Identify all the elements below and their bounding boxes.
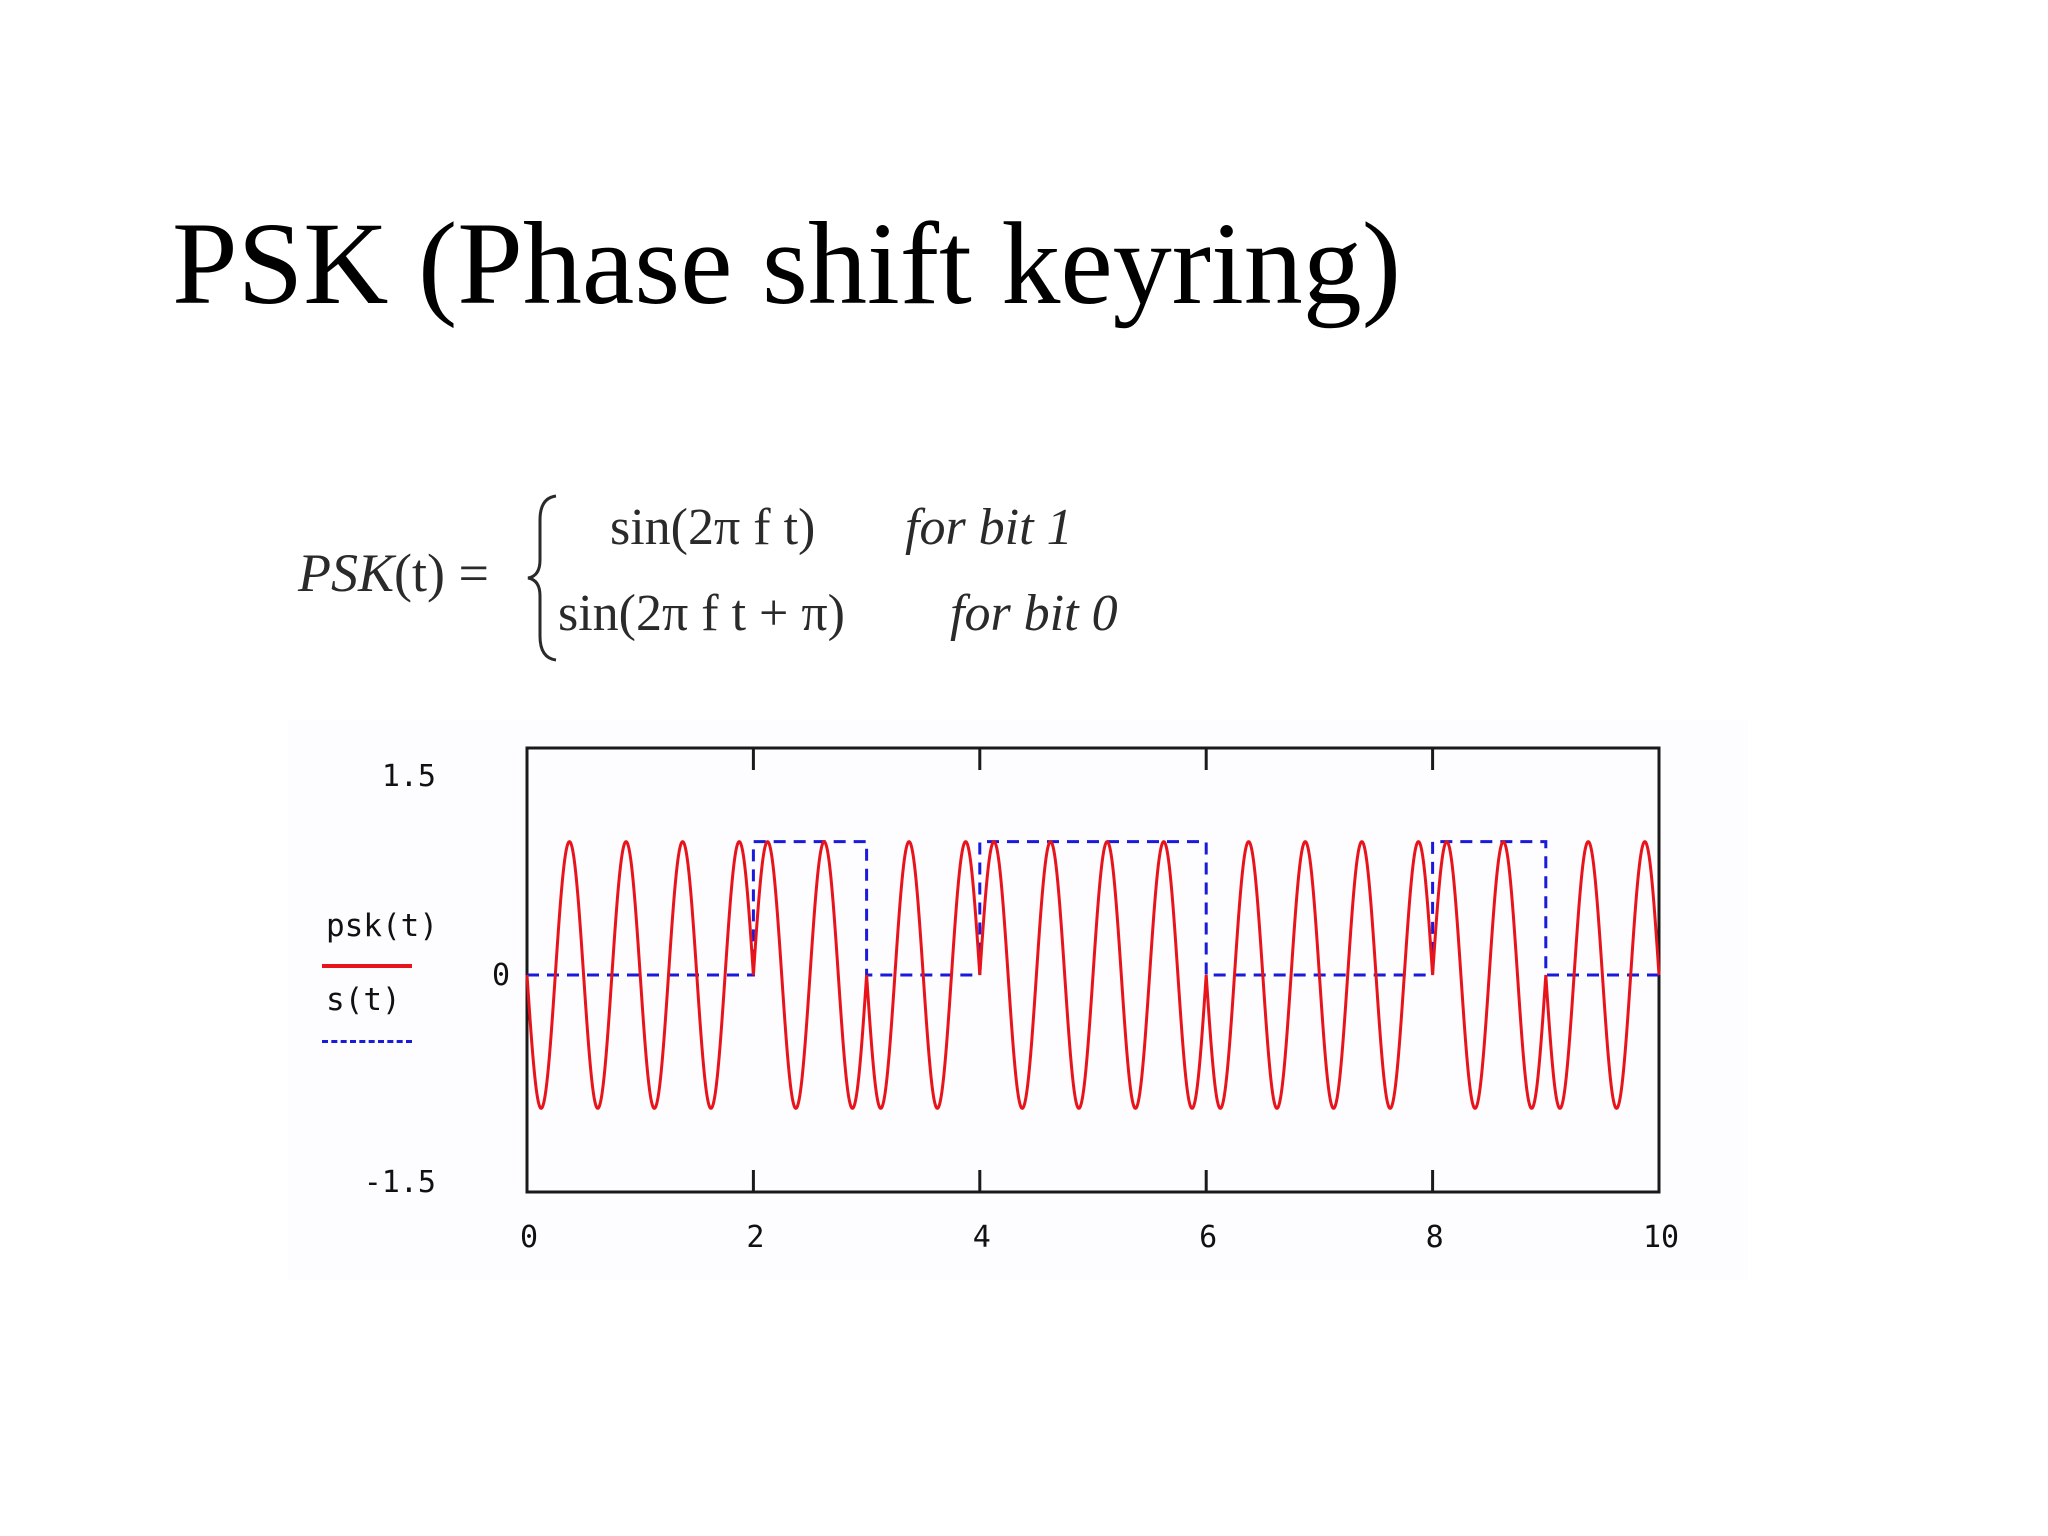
- x-tick-label-0: 0: [520, 1220, 538, 1255]
- x-tick-label-2: 2: [746, 1220, 764, 1255]
- formula-case2-cond: for bit 0: [950, 585, 1118, 642]
- legend-label-s: s(t): [326, 982, 401, 1018]
- legend-swatch-s: [322, 1040, 412, 1043]
- series-s-line: [527, 840, 1659, 977]
- series-psk-line: [525, 840, 1661, 1110]
- x-tick-label-10: 10: [1643, 1220, 1679, 1255]
- x-tick-label-4: 4: [973, 1220, 991, 1255]
- formula-case2-expr: sin(2π f t + π): [558, 585, 845, 642]
- formula-case1-expr: sin(2π f t): [610, 499, 816, 556]
- y-tick-label--1.5: -1.5: [364, 1165, 436, 1200]
- formula-case1-cond: for bit 1: [905, 499, 1073, 556]
- formula-lhs-name: PSK: [298, 543, 395, 603]
- y-tick-label-1.5: 1.5: [382, 759, 436, 794]
- legend-swatch-psk: [322, 964, 412, 968]
- tick-labels: 0 2 4 6 8 10 1.5 0 -1.5: [364, 759, 1679, 1255]
- x-tick-marks: [751, 748, 1435, 1192]
- formula-lhs-arg: (t) =: [394, 543, 489, 603]
- x-tick-label-8: 8: [1426, 1220, 1444, 1255]
- formula-lhs: PSK(t) =: [298, 542, 489, 604]
- psk-formula: PSK(t) = sin(2π f t) for bit 1 sin(2π f …: [290, 490, 1170, 665]
- x-tick-label-6: 6: [1199, 1220, 1217, 1255]
- series-layer: [525, 840, 1661, 1110]
- y-tick-label-0: 0: [492, 958, 510, 993]
- formula-brace: [527, 494, 557, 662]
- chart-panel: [288, 720, 1748, 1280]
- slide-title: PSK (Phase shift keyring): [172, 198, 1402, 329]
- legend-label-psk: psk(t): [326, 908, 438, 944]
